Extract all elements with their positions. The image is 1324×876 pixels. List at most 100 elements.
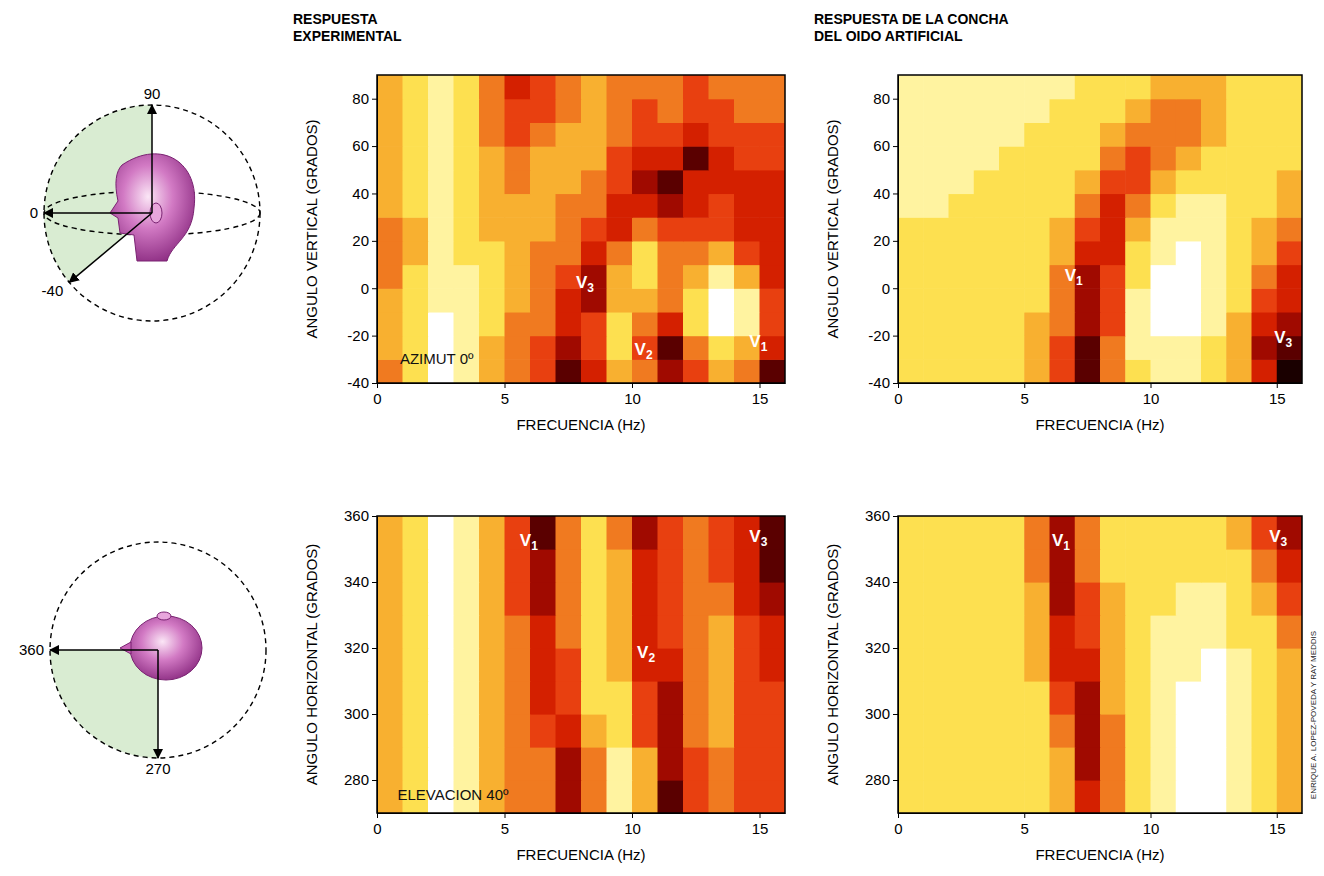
heatmap-cell [683, 170, 709, 194]
y-axis-title: ANGULO HORIZONTAL (GRADOS) [824, 544, 841, 786]
y-tick: 40 [873, 185, 898, 202]
heatmap-cell [1100, 714, 1126, 748]
heatmap-cell [1125, 582, 1151, 616]
y-tick-mark [372, 516, 377, 517]
notch-label: V1 [1065, 266, 1083, 288]
heatmap-cell [581, 170, 607, 194]
heatmap-cell [658, 146, 684, 170]
heatmap-cell [709, 170, 735, 194]
heatmap-cell [632, 146, 658, 170]
heatmap-cell [1201, 241, 1227, 265]
heatmap-cell [581, 582, 607, 616]
heatmap-cell [1176, 265, 1202, 289]
x-tick-mark [1277, 813, 1278, 818]
heatmap-cell [1226, 615, 1252, 649]
heatmap-cell [760, 241, 786, 265]
x-tick-label: 5 [1021, 390, 1029, 407]
heatmap-cell [607, 241, 633, 265]
heatmap-cell [1151, 336, 1177, 360]
x-axis-title: FRECUENCIA (Hz) [516, 416, 645, 433]
heatmap-cell [658, 170, 684, 194]
heatmap-cell [1075, 193, 1101, 217]
heatmap-cell [632, 288, 658, 312]
heatmap-cell [428, 193, 454, 217]
heatmap-cell [1024, 288, 1050, 312]
x-tick-mark [1151, 813, 1152, 818]
x-tick: 15 [1269, 813, 1286, 837]
heatmap-cell [760, 312, 786, 336]
heatmap-cell [999, 516, 1025, 550]
heatmap-cell [1024, 217, 1050, 241]
y-tick: 20 [873, 232, 898, 249]
heatmap-cell [949, 359, 975, 383]
heatmap-cell [632, 516, 658, 550]
direction-arrow [151, 105, 153, 213]
x-tick-label: 0 [894, 820, 902, 837]
heatmap-cell [530, 681, 556, 715]
x-axis-title: FRECUENCIA (Hz) [1035, 416, 1164, 433]
x-axis-title: FRECUENCIA (Hz) [1035, 846, 1164, 863]
heatmap-cell [1176, 549, 1202, 583]
y-tick-label: 320 [865, 639, 890, 656]
heatmap-cell [1151, 615, 1177, 649]
x-tick-mark [898, 813, 899, 818]
heatmap-cell [898, 312, 924, 336]
heatmap-cell [632, 217, 658, 241]
heatmap-cell [607, 582, 633, 616]
y-axis-title: ANGULO VERTICAL (GRADOS) [824, 119, 841, 338]
heatmap-cell [898, 615, 924, 649]
heatmap-cell [581, 359, 607, 383]
notch-letter: V [1269, 527, 1281, 546]
heatmap-cell [974, 648, 1000, 682]
heatmap-cell [923, 146, 949, 170]
heatmap-cell [1024, 681, 1050, 715]
annotations: V1V3 [1065, 266, 1293, 350]
heatmap-cell [1252, 99, 1278, 123]
x-axis-title: FRECUENCIA (Hz) [516, 846, 645, 863]
heatmap-cell [556, 681, 582, 715]
heatmap-cell [709, 615, 735, 649]
heatmap-cell [1226, 582, 1252, 616]
heatmap-cell [428, 582, 454, 616]
heatmap-cell [505, 615, 531, 649]
heatmap-cell [1024, 170, 1050, 194]
heatmap-cell [1100, 359, 1126, 383]
heatmap-cell [1050, 75, 1076, 99]
heatmap-cell [949, 336, 975, 360]
x-tick: 10 [624, 383, 641, 407]
heatmap-cell [1226, 648, 1252, 682]
heatmap-cell [974, 75, 1000, 99]
heatmap-cell [1100, 648, 1126, 682]
heatmap-cell [1024, 193, 1050, 217]
heatmap-cell [505, 714, 531, 748]
heatmap-cell [530, 288, 556, 312]
heatmap-cell [1277, 241, 1302, 265]
heatmap-cell [683, 288, 709, 312]
heatmap-cell [1024, 747, 1050, 781]
heatmap-cell [607, 217, 633, 241]
heatmap-cell [1277, 615, 1302, 649]
heatmap-cell [556, 648, 582, 682]
diagram-top-view: 360270 [19, 542, 266, 777]
heatmap-cell [1151, 217, 1177, 241]
heatmap-cell [1151, 681, 1177, 715]
heatmap-cell [530, 75, 556, 99]
x-axis-line [378, 813, 786, 814]
heatmap-cell [1226, 265, 1252, 289]
heatmap-cell [658, 241, 684, 265]
x-tick-label: 5 [1021, 820, 1029, 837]
heatmap-cell [556, 75, 582, 99]
heatmap-cell [377, 747, 403, 781]
heatmap-cell [1201, 516, 1227, 550]
heatmap-cell [1125, 780, 1151, 813]
heatmap-cell [898, 359, 924, 383]
y-tick-label: 360 [865, 507, 890, 524]
notch-letter: V [749, 527, 761, 546]
heatmap-cell [454, 99, 480, 123]
heatmap-cell [1075, 75, 1101, 99]
heatmap-cell [760, 681, 786, 715]
heatmap-cell [949, 747, 975, 781]
x-tick-label: 10 [624, 390, 641, 407]
heatmap-cell [632, 99, 658, 123]
heatmap-cell [898, 217, 924, 241]
